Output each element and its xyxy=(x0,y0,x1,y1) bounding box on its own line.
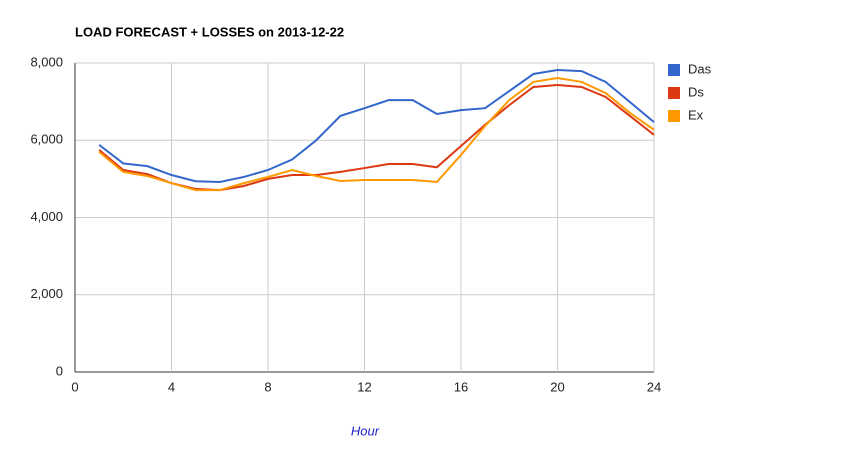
y-tick-label: 6,000 xyxy=(30,132,63,147)
legend-swatch xyxy=(668,87,680,99)
x-axis-label: Hour xyxy=(351,423,380,438)
legend-label: Ds xyxy=(688,84,704,99)
series-line xyxy=(98,84,655,192)
y-tick-label: 4,000 xyxy=(30,209,63,224)
legend-label: Ex xyxy=(688,107,704,122)
x-tick-label: 12 xyxy=(357,379,371,394)
x-tick-label: 4 xyxy=(168,379,175,394)
legend-swatch xyxy=(668,64,680,76)
y-tick-label: 0 xyxy=(56,363,63,378)
legend-label: Das xyxy=(688,61,712,76)
y-tick-label: 8,000 xyxy=(30,54,63,69)
y-tick-label: 2,000 xyxy=(30,286,63,301)
x-tick-label: 16 xyxy=(454,379,468,394)
x-tick-label: 24 xyxy=(647,379,661,394)
series-line xyxy=(98,77,655,192)
series-line xyxy=(98,68,655,183)
x-tick-label: 0 xyxy=(71,379,78,394)
legend-swatch xyxy=(668,110,680,122)
chart-title: LOAD FORECAST + LOSSES on 2013-12-22 xyxy=(75,24,344,39)
x-tick-label: 20 xyxy=(550,379,564,394)
x-tick-label: 8 xyxy=(264,379,271,394)
